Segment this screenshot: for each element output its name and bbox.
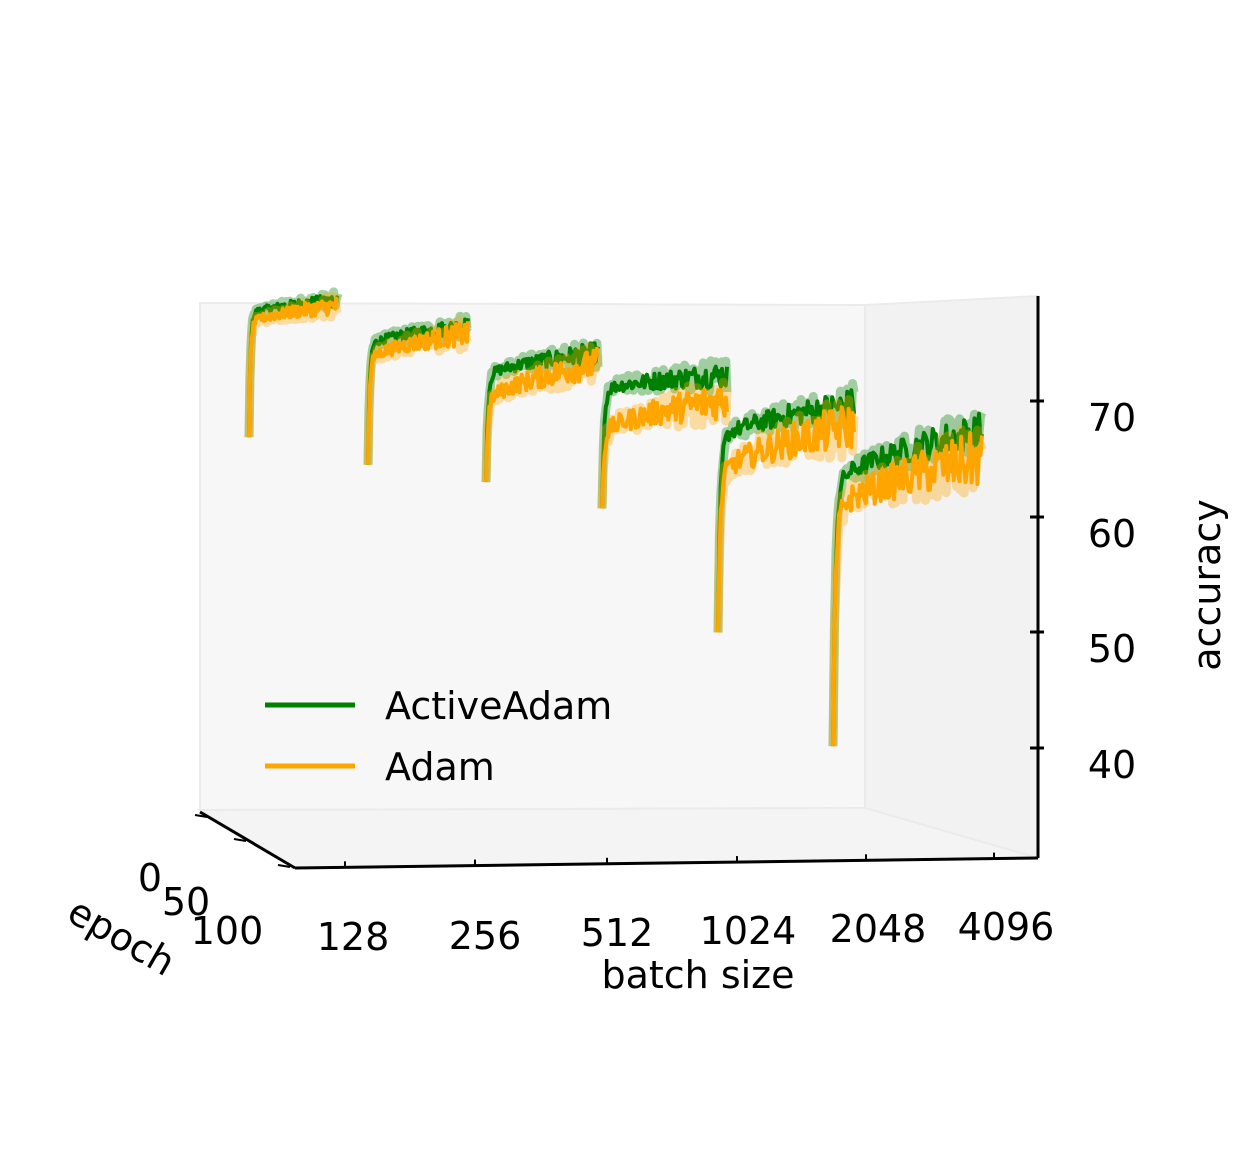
- series-line-activeadam-512: [484, 341, 600, 483]
- x-tick-label: 256: [449, 914, 522, 958]
- epoch-axis-line: [199, 810, 296, 870]
- ticks: [194, 399, 1044, 869]
- series-line-activeadam-4096: [831, 411, 984, 747]
- side-pane: [864, 294, 1039, 860]
- z-tick-label: 60: [1088, 512, 1136, 556]
- series-line-adam-512: [484, 346, 600, 483]
- batch-size-axis-line: [294, 856, 1039, 870]
- legend-label-activeadam: ActiveAdam: [385, 684, 612, 728]
- y-tick-mark: [233, 838, 247, 842]
- series-line-adam-128: [247, 296, 340, 438]
- x-tick-label: 2048: [830, 907, 927, 951]
- series-line-activeadam-1024: [600, 364, 729, 509]
- x-tick-label: 1024: [700, 909, 797, 953]
- z-tick-label: 40: [1088, 743, 1136, 787]
- series-line-adam-1024: [600, 387, 729, 509]
- y-tick-label: 0: [138, 856, 162, 900]
- z-tick-label: 70: [1088, 396, 1136, 440]
- y-tick-label: 100: [191, 909, 264, 953]
- z-tick-label: 50: [1088, 627, 1136, 671]
- xlabel: batch size: [601, 953, 794, 997]
- x-tick-label: 4096: [958, 905, 1055, 949]
- y-tick-label: 50: [162, 880, 210, 924]
- x-tick-label: 512: [581, 911, 654, 955]
- series-line-activeadam-2048: [716, 388, 856, 633]
- series-line-adam-2048: [716, 405, 856, 633]
- y-tick-mark: [277, 864, 291, 868]
- legend-label-adam: Adam: [385, 745, 495, 789]
- plot-lines: [244, 287, 987, 747]
- x-tick-label: 128: [317, 915, 390, 959]
- zlabel: accuracy: [1185, 499, 1229, 670]
- legend: ActiveAdam Adam: [265, 684, 612, 789]
- series-line-adam-256: [366, 321, 470, 465]
- y-tick-mark: [194, 814, 208, 818]
- series-line-adam-4096: [831, 431, 984, 747]
